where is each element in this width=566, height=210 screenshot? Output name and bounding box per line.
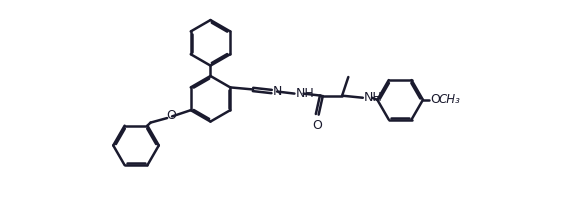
Text: O: O (167, 109, 177, 122)
Text: O: O (430, 93, 440, 106)
Text: N: N (272, 85, 282, 98)
Text: NH: NH (295, 87, 314, 100)
Text: NH: NH (364, 91, 383, 104)
Text: O: O (312, 119, 322, 132)
Text: CH₃: CH₃ (438, 93, 460, 106)
